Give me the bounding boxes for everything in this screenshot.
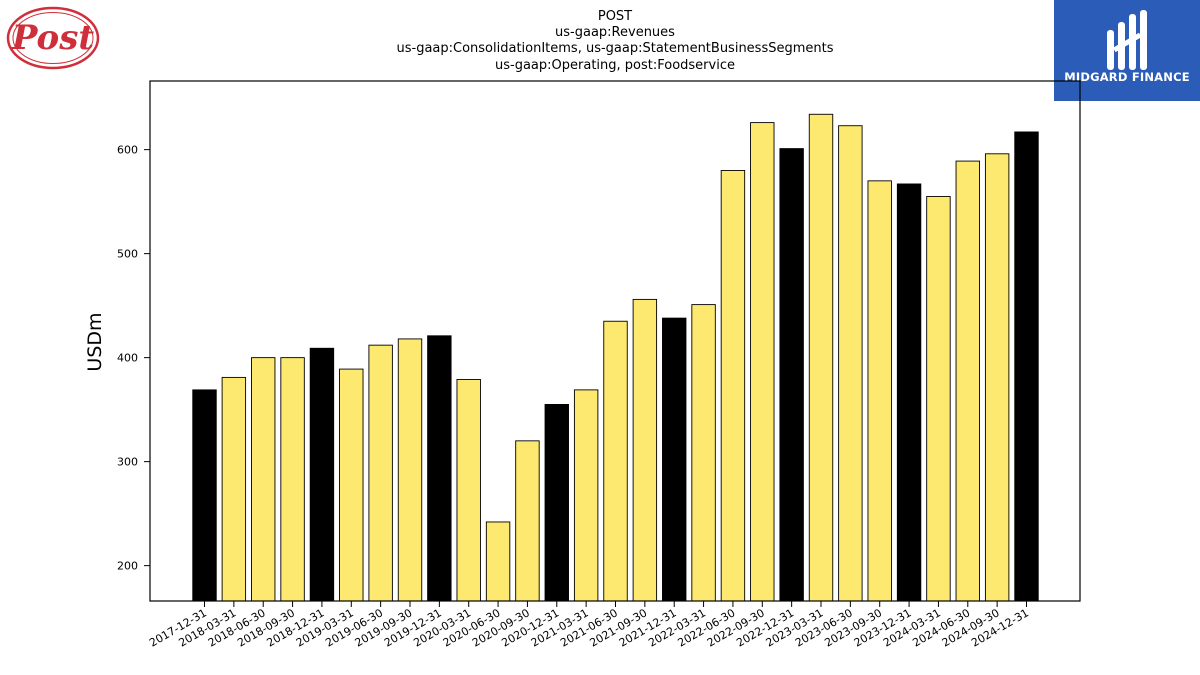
bar-2019-06-30: [368, 344, 393, 602]
bar-2018-06-30: [251, 357, 276, 602]
y-tick-label: 200: [117, 560, 138, 573]
bar-2017-12-31: [192, 389, 217, 602]
x-axis: 2017-12-312018-03-312018-06-302018-09-30…: [147, 601, 1031, 650]
bar-2020-06-30: [485, 521, 511, 602]
y-tick-label: 400: [117, 352, 138, 365]
bar-2019-03-31: [339, 368, 364, 602]
bar-2022-12-31: [779, 148, 804, 602]
bar-2018-12-31: [309, 347, 335, 602]
post-logo-text: Post: [11, 18, 94, 58]
bar-2023-06-30: [838, 125, 863, 602]
bar-2024-03-31: [926, 195, 951, 602]
y-axis: 200 300 400 500 600: [117, 144, 150, 573]
y-tick-label: 500: [117, 248, 138, 261]
post-logo: Post: [6, 6, 100, 70]
bar-2021-12-31: [662, 317, 687, 602]
bar-2024-09-30: [984, 153, 1010, 602]
chart-title-line-4: us-gaap:Operating, post:Foodservice: [495, 58, 735, 73]
bar-2023-03-31: [808, 113, 834, 602]
chart-title-line-3: us-gaap:ConsolidationItems, us-gaap:Stat…: [396, 41, 833, 56]
bar-2019-12-31: [427, 335, 452, 602]
chart-title: POST us-gaap:Revenues us-gaap:Consolidat…: [396, 9, 833, 73]
y-tick-label: 300: [117, 456, 138, 469]
bar-2020-03-31: [456, 379, 481, 602]
bar-2019-09-30: [397, 338, 423, 602]
y-tick-label: 600: [117, 144, 138, 157]
bar-2022-06-30: [720, 169, 746, 602]
chart-title-line-2: us-gaap:Revenues: [555, 25, 675, 40]
chart-title-line-1: POST: [598, 9, 632, 24]
bar-2023-09-30: [867, 180, 892, 602]
bar-2020-12-31: [544, 403, 569, 602]
bar-2018-09-30: [280, 357, 305, 602]
midgard-finance-logo: MIDGARD FINANCE: [1054, 0, 1200, 101]
bar-2022-09-30: [750, 122, 775, 602]
bar-2020-09-30: [515, 440, 540, 602]
bar-2021-09-30: [632, 298, 658, 602]
plot-frame: [149, 80, 1081, 602]
bar-2021-03-31: [573, 389, 599, 602]
bar-series: [192, 113, 1039, 602]
bar-2022-03-31: [691, 304, 716, 602]
bar-2024-12-31: [1014, 131, 1039, 602]
bar-2021-06-30: [603, 320, 628, 602]
bar-2024-06-30: [955, 160, 980, 602]
midgard-finance-text: MIDGARD FINANCE: [1064, 70, 1190, 84]
bar-2023-12-31: [896, 183, 922, 602]
y-axis-label: USDm: [84, 312, 106, 371]
midgard-emblem-icon: [1107, 10, 1147, 70]
bar-2018-03-31: [221, 376, 247, 602]
